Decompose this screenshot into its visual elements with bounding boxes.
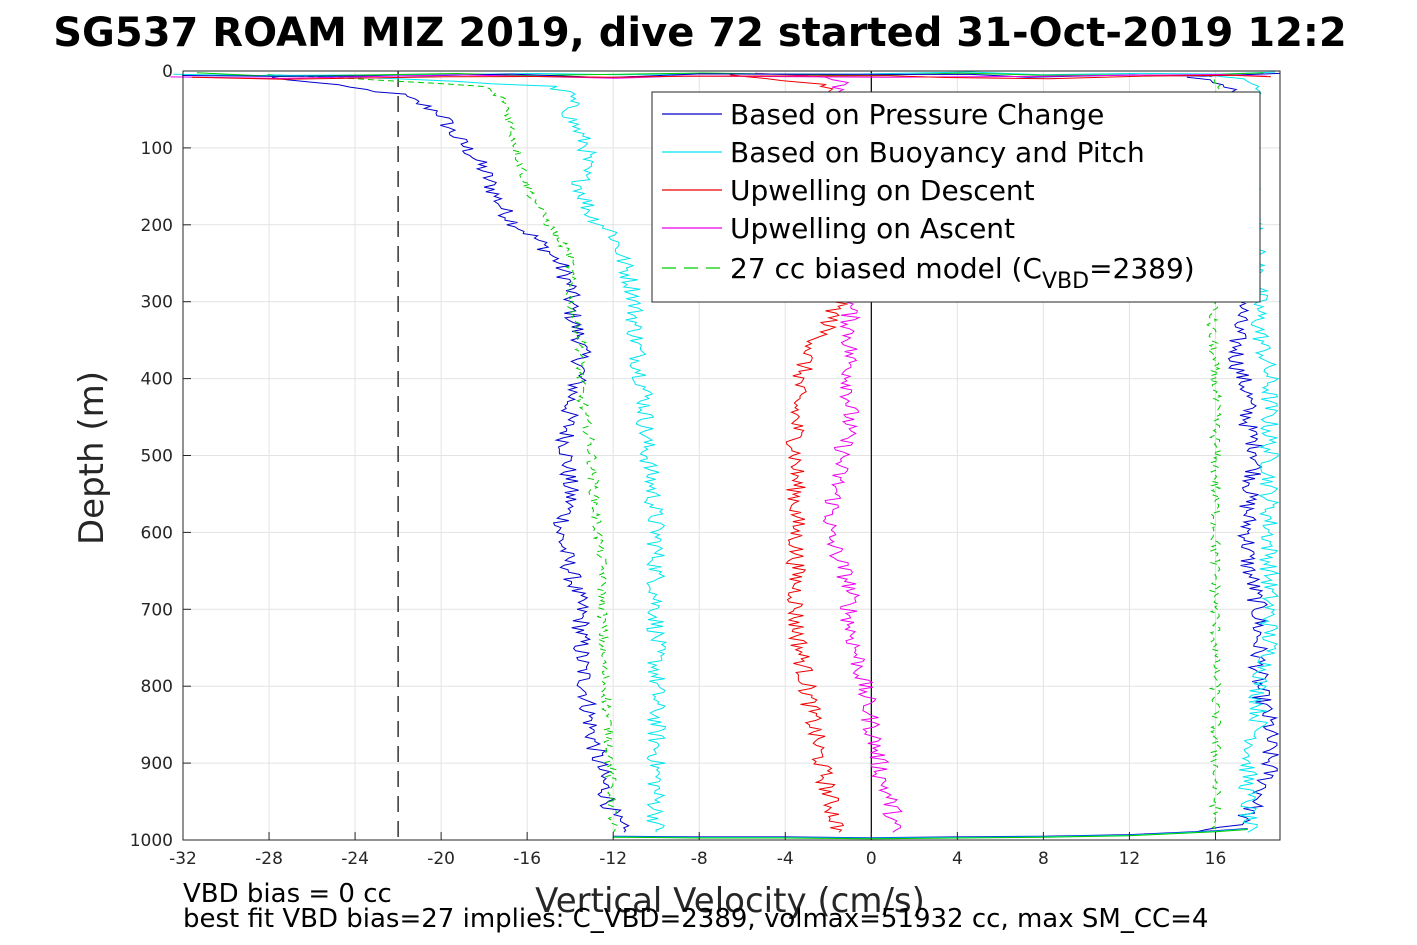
annotation-best-fit: best fit VBD bias=27 implies: C_VBD=2389… [183, 904, 1208, 934]
x-ticks: -32 -28 -24 -20 -16 -12 -8 -4 0 4 8 12 16 [169, 832, 1226, 869]
x-tick-label: 8 [1038, 849, 1049, 869]
legend-label-tail: =2389) [1089, 252, 1195, 285]
series-line-4-1 [1205, 74, 1223, 833]
y-ticks: 0 100 200 300 400 500 600 700 800 900 1000 [130, 62, 191, 851]
legend-label-text: Based on Pressure Change [730, 98, 1104, 131]
x-axis-label: Vertical Velocity (cm/s) [535, 881, 925, 921]
legend-label-text: Based on Buoyancy and Pitch [730, 136, 1145, 169]
y-tick-label: 100 [141, 139, 173, 159]
legend-label-subscript: VBD [1042, 269, 1089, 294]
legend-label: Upwelling on Ascent [730, 212, 1015, 245]
x-tick-label: -20 [427, 849, 455, 869]
x-tick-label: 12 [1119, 849, 1141, 869]
x-tick-label: -4 [777, 849, 794, 869]
y-tick-label: 800 [141, 677, 173, 697]
y-tick-label: 700 [141, 600, 173, 620]
x-tick-label: 4 [952, 849, 963, 869]
y-tick-label: 900 [141, 754, 173, 774]
y-tick-label: 500 [141, 447, 173, 467]
y-tick-label: 0 [162, 62, 173, 82]
legend-label-text: 27 cc biased model (C [730, 252, 1042, 285]
legend-label: Based on Buoyancy and Pitch [730, 136, 1145, 169]
x-tick-label: -24 [341, 849, 369, 869]
x-tick-label: -8 [691, 849, 708, 869]
legend-label: Upwelling on Descent [730, 174, 1035, 207]
series-line-4-0 [268, 74, 618, 833]
legend-label: Based on Pressure Change [730, 98, 1104, 131]
surface-spike-line [191, 74, 1272, 80]
x-tick-label: -32 [169, 849, 197, 869]
y-tick-label: 600 [141, 523, 173, 543]
series-line-0-0 [271, 76, 630, 833]
surface-spike-line [170, 73, 1267, 79]
legend: Based on Pressure Change Based on Buoyanc… [651, 91, 1261, 303]
legend-items: Based on Pressure Change Based on Buoyanc… [662, 98, 1195, 294]
x-tick-label: -12 [599, 849, 627, 869]
legend-label: 27 cc biased model (CVBD=2389) [730, 252, 1195, 294]
x-tick-label: -16 [513, 849, 541, 869]
legend-box [651, 91, 1261, 303]
y-tick-label: 200 [141, 216, 173, 236]
x-tick-label: 0 [866, 849, 877, 869]
chart-title: SG537 ROAM MIZ 2019, dive 72 started 31-… [53, 10, 1347, 56]
y-axis-label: Depth (m) [72, 371, 112, 545]
legend-label-text: Upwelling on Descent [730, 174, 1035, 207]
y-tick-label: 400 [141, 370, 173, 390]
series-line-1-0 [266, 74, 668, 833]
legend-label-text: Upwelling on Ascent [730, 212, 1015, 245]
y-tick-label: 300 [141, 293, 173, 313]
x-tick-label: -28 [255, 849, 283, 869]
y-tick-label: 1000 [130, 831, 173, 851]
x-tick-label: 16 [1205, 849, 1227, 869]
annotation-vbd-bias: VBD bias = 0 cc [183, 879, 392, 909]
